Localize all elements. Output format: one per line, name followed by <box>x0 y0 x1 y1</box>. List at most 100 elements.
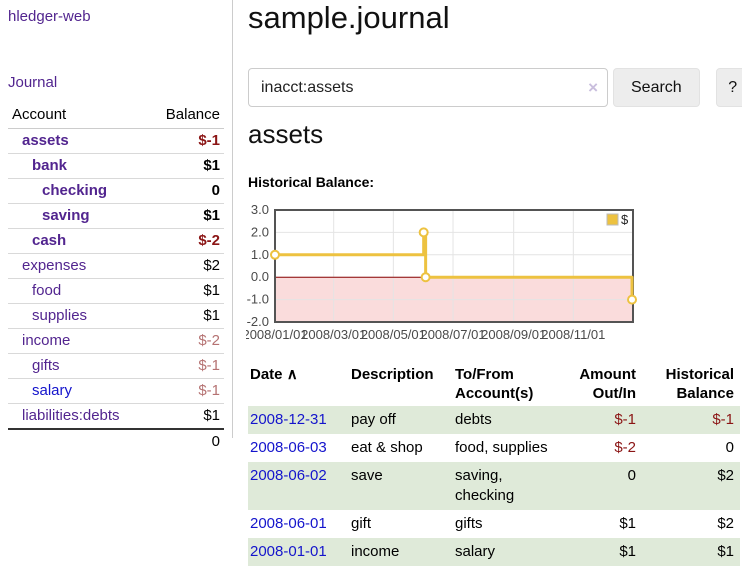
x-axis-tick-label: 2008/05/01 <box>361 327 426 342</box>
chart-canvas[interactable]: $3.0 2.0 1.0 0.0 -1.0 -2.02008/01/012008/03/0… <box>242 200 742 356</box>
transaction-description: gift <box>351 515 372 532</box>
search-input[interactable] <box>248 68 608 107</box>
sidebar: hledger-web Journal Account Balance asse… <box>0 0 233 454</box>
account-row: expenses $2 <box>8 253 224 279</box>
transaction-date-link[interactable]: 2008-06-01 <box>250 515 327 532</box>
data-point-marker[interactable] <box>418 227 429 238</box>
transaction-accounts: salary <box>455 543 496 560</box>
account-balance: $1 <box>148 203 224 229</box>
account-link[interactable]: cash <box>32 232 67 249</box>
account-balance: $-2 <box>148 228 224 254</box>
account-row: cash $-2 <box>8 228 224 254</box>
transaction-description: save <box>351 467 383 484</box>
account-row: income $-2 <box>8 328 224 354</box>
chart-title: Historical Balance: <box>248 174 375 190</box>
register-header-date[interactable]: Date ∧ <box>250 366 298 383</box>
help-button[interactable]: ? <box>715 68 742 107</box>
account-balance: $2 <box>148 253 224 279</box>
transaction-date-link[interactable]: 2008-12-31 <box>250 411 327 428</box>
app-brand-link[interactable]: hledger-web <box>8 8 91 25</box>
sidebar-item-journal[interactable]: Journal <box>8 74 58 91</box>
register-header-row: Date ∧ Description To/From Account(s) Am… <box>248 362 740 406</box>
transaction-accounts: saving, checking <box>455 467 515 504</box>
account-row: bank $1 <box>8 153 224 179</box>
account-link[interactable]: assets <box>22 132 69 149</box>
x-axis-tick-label: 2008/07/01 <box>420 327 485 342</box>
account-row: checking 0 <box>8 178 224 204</box>
account-row: assets $-1 <box>8 129 224 154</box>
account-balance: $-2 <box>148 328 224 354</box>
transaction-date-link[interactable]: 2008-06-02 <box>250 467 327 484</box>
transaction-description: pay off <box>351 411 396 428</box>
account-link[interactable]: salary <box>32 382 73 399</box>
account-balance: $-1 <box>148 378 224 404</box>
account-link[interactable]: bank <box>32 157 68 174</box>
account-row: food $1 <box>8 278 224 304</box>
historical-balance-chart[interactable]: $3.0 2.0 1.0 0.0 -1.0 -2.0 2008/01/01 2008/03/0… <box>242 200 742 356</box>
account-link[interactable]: liabilities:debts <box>22 407 120 424</box>
transaction-amount: $-1 <box>614 411 636 428</box>
account-balance: $1 <box>148 403 224 429</box>
data-point-marker[interactable] <box>627 294 638 305</box>
register-header-accounts: To/From Account(s) <box>455 366 534 402</box>
y-axis-tick-label: -1.0 <box>247 292 269 307</box>
account-heading: assets <box>248 119 324 149</box>
transaction-date-link[interactable]: 2008-01-01 <box>250 543 327 560</box>
transaction-balance: $1 <box>717 543 734 560</box>
account-link[interactable]: expenses <box>22 257 87 274</box>
account-link[interactable]: supplies <box>32 307 88 324</box>
search-form: × Search ? <box>248 68 742 107</box>
account-balance: $1 <box>148 278 224 304</box>
account-balance: 0 <box>148 178 224 204</box>
legend-swatch <box>606 213 619 226</box>
transaction-description: eat & shop <box>351 439 423 456</box>
register-header-balance: Historical Balance <box>665 366 734 402</box>
accounts-header-balance: Balance <box>148 104 224 129</box>
y-axis-tick-label: 0.0 <box>251 269 269 284</box>
account-row: supplies $1 <box>8 303 224 329</box>
transaction-date-link[interactable]: 2008-06-03 <box>250 439 327 456</box>
y-axis-tick-label: 3.0 <box>251 202 269 217</box>
search-button[interactable]: Search <box>613 68 700 107</box>
transaction-balance: $-1 <box>712 411 734 428</box>
account-link[interactable]: food <box>32 282 62 299</box>
register-row: 2008-01-01 income salary $1 $1 <box>248 538 740 566</box>
data-point-marker[interactable] <box>270 249 280 260</box>
transaction-amount: $-2 <box>614 439 636 456</box>
transaction-balance: $2 <box>717 515 734 532</box>
register-row: 2008-12-31 pay off debts $-1 $-1 <box>248 406 740 434</box>
register-row: 2008-06-03 eat & shop food, supplies $-2 0 <box>248 434 740 462</box>
account-link[interactable]: saving <box>42 207 90 224</box>
legend-label: $ <box>621 212 629 227</box>
transaction-description: income <box>351 543 400 560</box>
x-axis-tick-label: 2008/03/01 <box>301 327 366 342</box>
account-balance: $-1 <box>148 353 224 379</box>
transaction-balance: $2 <box>717 467 734 484</box>
data-point-marker[interactable] <box>420 272 431 283</box>
account-link[interactable]: gifts <box>32 357 60 374</box>
accounts-header-account: Account <box>8 104 149 129</box>
transaction-accounts: food, supplies <box>455 439 548 456</box>
register-row: 2008-06-01 gift gifts $1 $2 <box>248 510 740 538</box>
sort-ascending-icon: ∧ <box>286 366 298 383</box>
y-axis-tick-label: 1.0 <box>251 247 269 262</box>
account-row: salary $-1 <box>8 378 224 404</box>
x-axis-tick-label: 2008/11/01 <box>541 327 605 342</box>
transaction-amount: $1 <box>619 543 636 560</box>
y-axis-tick-label: -2.0 <box>247 314 269 329</box>
transaction-balance: 0 <box>725 439 734 456</box>
transaction-accounts: debts <box>455 411 492 428</box>
account-link[interactable]: income <box>22 332 71 349</box>
transaction-accounts: gifts <box>455 515 483 532</box>
accounts-table: Account Balance assets $-1 bank $1 checking 0… <box>8 104 224 454</box>
register-table: Date ∧ Description To/From Account(s) Am… <box>248 362 740 566</box>
clear-search-icon[interactable]: × <box>588 77 598 97</box>
account-balance: $-1 <box>198 132 220 149</box>
accounts-header-row: Account Balance <box>8 104 224 129</box>
accounts-total-row: 0 <box>8 428 224 454</box>
register-header-description: Description <box>351 366 434 383</box>
x-axis-tick-label: 2008/09/01 <box>481 327 546 342</box>
account-link[interactable]: checking <box>42 182 108 199</box>
plot-border <box>274 209 634 323</box>
register-header-amount: Amount Out/In <box>579 366 636 402</box>
